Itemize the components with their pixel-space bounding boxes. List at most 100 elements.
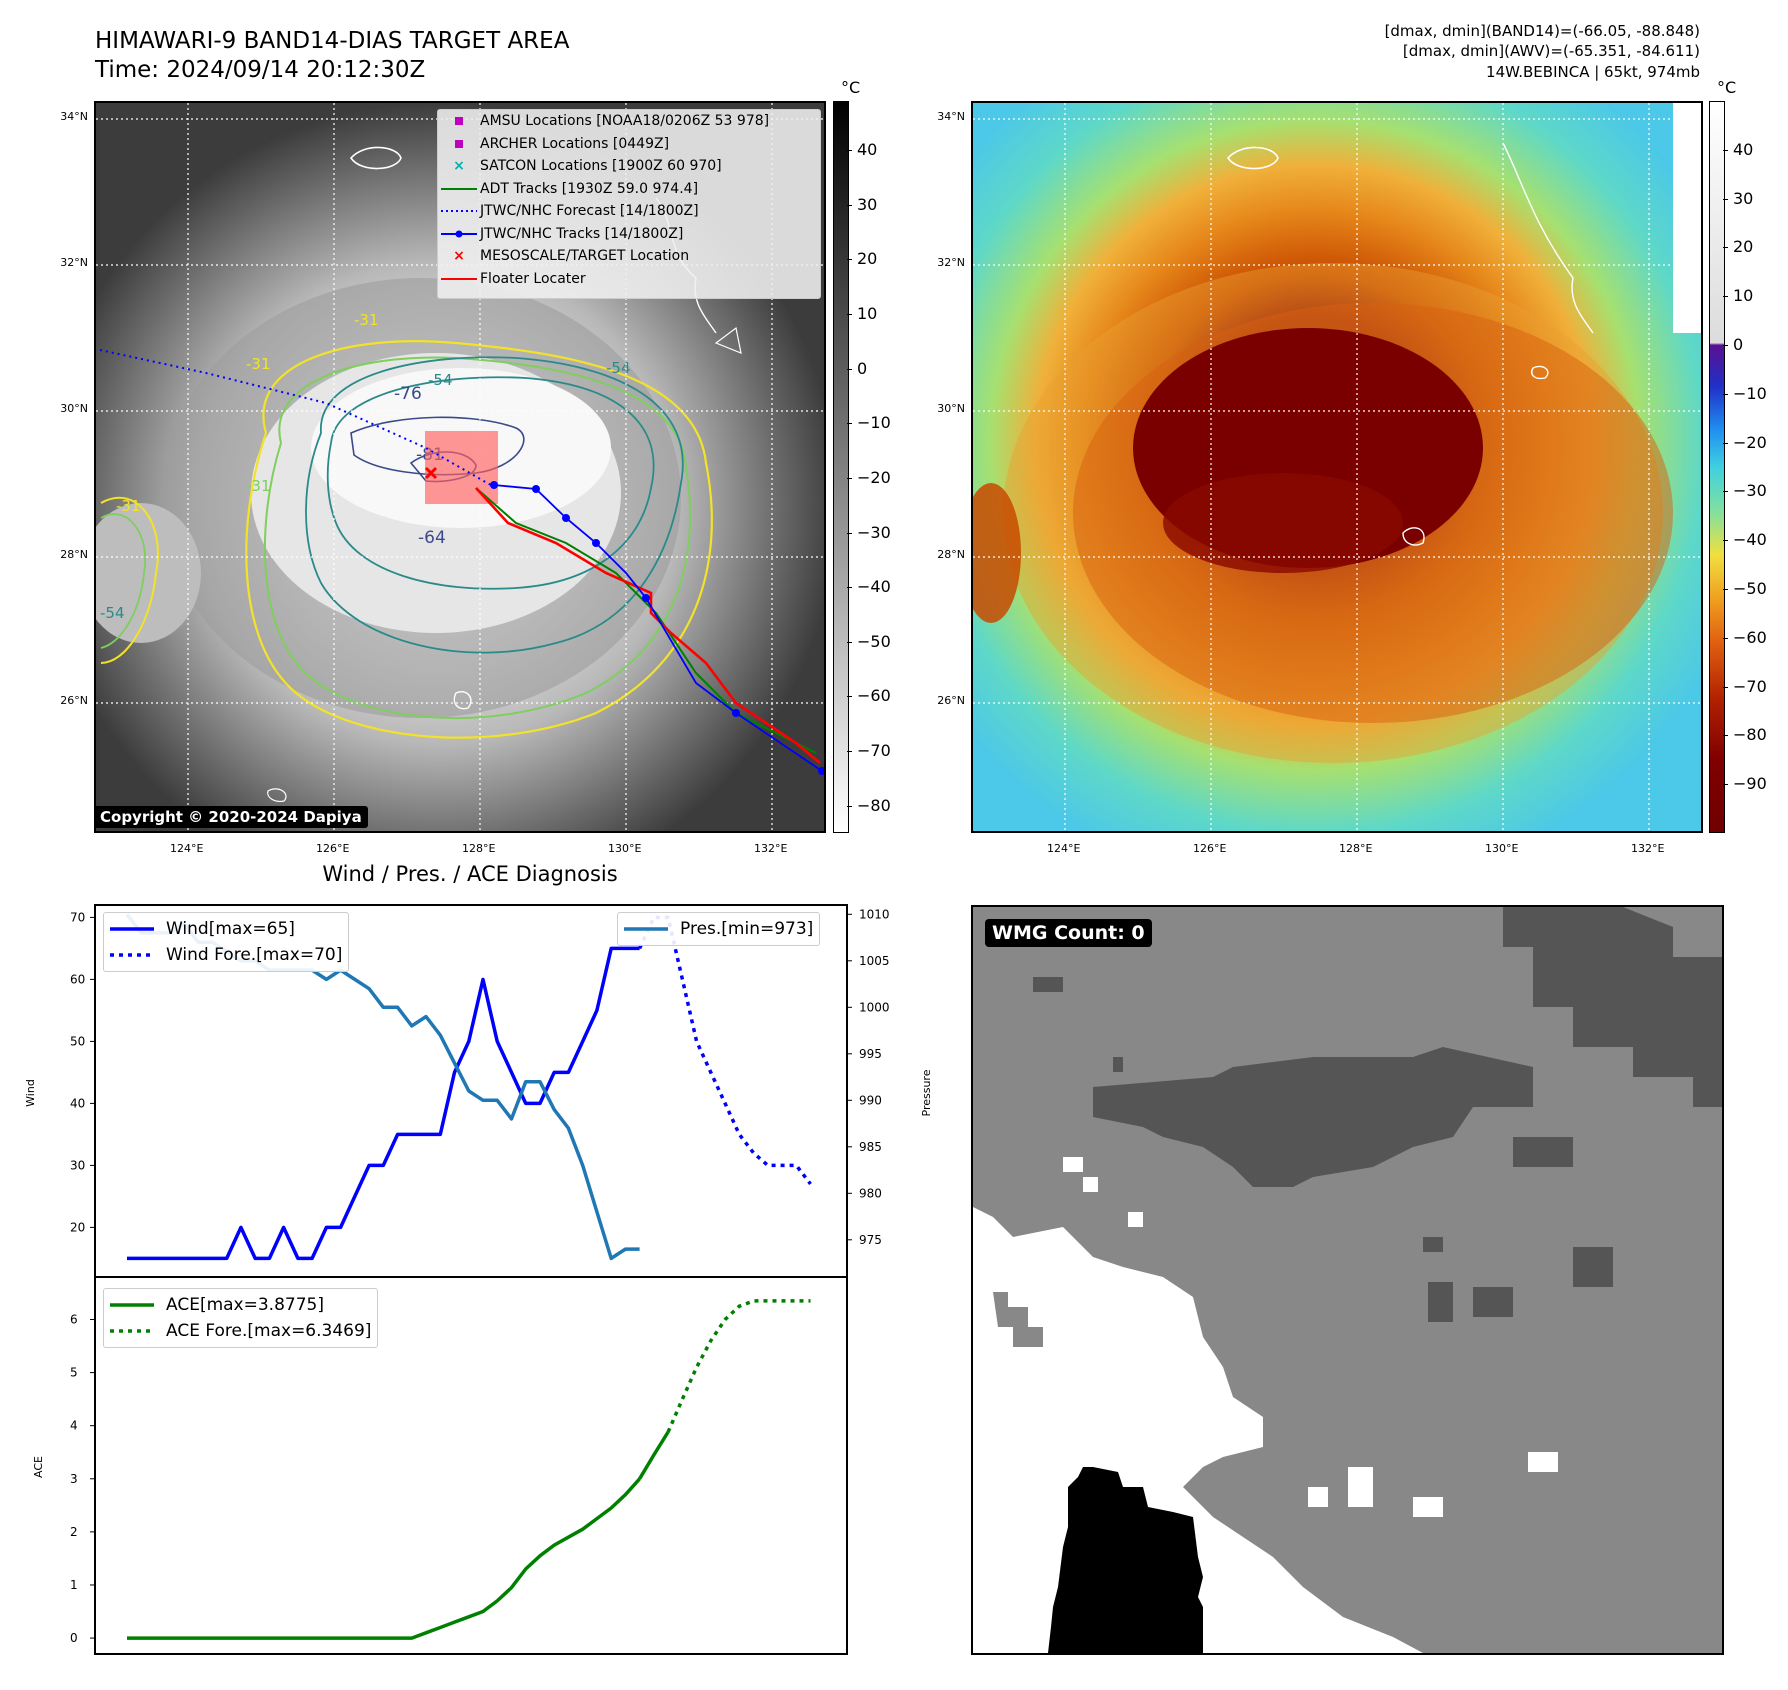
colorbar-tick-mark [847,314,852,316]
ace-tick-label: 0 [70,1631,78,1645]
diagnosis-title: Wind / Pres. / ACE Diagnosis [322,862,618,886]
axis-tick-label: −80 [857,795,891,815]
wind-axis-label: Wind [24,1079,37,1107]
pressure-tick-label: 985 [859,1140,882,1154]
legend-label: JTWC/NHC Tracks [14/1800Z] [480,225,684,242]
axis-tick-label: 124°E [1047,842,1081,855]
legend-item: Floater Locater [438,268,820,291]
contour-label: -64 [418,528,446,548]
legend-item: Pres.[min=973] [624,916,813,942]
legend-item: ACE[max=3.8775] [110,1292,371,1318]
legend-item: Wind[max=65] [110,916,342,942]
colorbar-tick-mark [847,696,852,698]
legend-x-icon: × [453,158,465,175]
ace-legend: ACE[max=3.8775] ACE Fore.[max=6.3469] [103,1288,379,1348]
axis-tick-label: 26°N [60,694,88,707]
wind-tick-label: 40 [70,1096,85,1110]
contour-label: -54 [100,604,125,622]
axis-tick-label: 126°E [1193,842,1227,855]
legend-label: ARCHER Locations [0449Z] [480,135,670,152]
storm-info: 14W.BEBINCA | 65kt, 974mb [1486,63,1700,81]
axis-tick-label: 30 [857,194,878,214]
axis-tick-label: 30°N [937,402,965,415]
diagnosis-chart: 20 30 40 50 60 70 975 980 985 990 995 1000 1005 1010 0… [24,904,933,1655]
colorbar-tick-mark [1723,540,1728,542]
pressure-legend: Pres.[min=973] [617,912,821,946]
legend-line-icon [110,927,154,931]
colorbar-tick-mark [1723,784,1728,786]
legend-item: ACE Fore.[max=6.3469] [110,1318,371,1344]
colorbar-tick-mark [847,641,852,643]
axis-tick-label: −40 [1733,530,1767,550]
axis-tick-label: −60 [1733,627,1767,647]
contour-green [263,356,692,720]
axis-tick-label: 128°E [462,842,496,855]
pressure-tick-label: 1005 [859,954,890,968]
contour-label: -54 [606,359,631,377]
ace-tick-label: 1 [70,1578,78,1592]
contour-label: -31 [354,311,379,329]
wind-tick-label: 20 [70,1220,85,1234]
contour-yellow [245,340,713,739]
ace-series-observed [127,1477,641,1640]
legend-label: AMSU Locations [NOAA18/0206Z 53 978] [480,113,770,130]
coastline-island [453,691,472,710]
axis-tick-label: 20 [1733,237,1754,257]
coastline-jeju [1226,146,1279,170]
coastline-jeju [349,146,402,170]
wmg-count-badge: WMG Count: 0 [985,919,1152,947]
dmax-awv: [dmax, dmin](AWV)=(-65.351, -84.611) [1402,42,1700,60]
axis-tick-label: 0 [1733,335,1744,354]
colorbar-tick-mark [847,259,852,261]
coastline-island [714,326,742,354]
legend-label: Pres.[min=973] [680,919,814,939]
colorbar-tick-mark [847,150,852,152]
pressure-tick-label: 1010 [859,907,890,921]
jtwc-track [493,484,823,772]
colorbar-tick-mark [847,532,852,534]
legend-line-icon [441,277,477,280]
coastline-island [267,788,287,802]
axis-tick-label: −20 [1733,432,1767,452]
legend-dot-line-icon [441,230,477,238]
pressure-tick-label: 1000 [859,1000,890,1014]
wind-tick-label: 60 [70,972,85,986]
colorbar-tick-mark [1723,735,1728,737]
ace-series-forecast [666,1299,811,1433]
legend-item: ADT Tracks [1930Z 59.0 974.4] [438,178,820,201]
legend-item: Wind Fore.[max=70] [110,942,342,968]
colorbar-tick-mark [1723,296,1728,298]
axis-tick-label: 10 [857,304,878,324]
colorbar-tick-mark [847,477,852,479]
axis-tick-label: 30°N [60,402,88,415]
contour-label: -31 [116,497,141,515]
axis-tick-label: 30 [1733,188,1754,208]
ace-frame [94,1276,848,1655]
wind-legend: Wind[max=65] Wind Fore.[max=70] [103,912,350,972]
mesoscale-target-marker [424,466,438,480]
legend-dotted-line-icon [441,210,477,213]
legend-label: MESOSCALE/TARGET Location [480,248,690,265]
axis-tick-label: 126°E [316,842,350,855]
contour-yellow-west [100,496,159,664]
axis-tick-label: 132°E [754,842,788,855]
colorbar-unit: °C [841,78,861,97]
axis-tick-label: 32°N [60,256,88,269]
axis-tick-label: −50 [1733,579,1767,598]
axis-tick-label: −60 [857,686,891,706]
map-legend: AMSU Locations [NOAA18/0206Z 53 978] ARC… [437,109,821,299]
wmg-map-svg [973,907,1722,1653]
axis-tick-label: 124°E [170,842,204,855]
colorbar-tick-mark [1723,686,1728,688]
wmg-dark-regions [1033,907,1722,1322]
axis-tick-label: −40 [857,577,891,597]
wind-series-observed [127,946,640,1261]
axis-tick-label: 40 [1733,139,1754,159]
legend-square-icon [455,139,463,148]
axis-tick-label: 130°E [608,842,642,855]
jtwc-forecast-track [99,349,497,489]
axis-tick-label: −70 [857,741,891,761]
legend-label: Floater Locater [480,270,586,287]
axis-tick-label: −50 [857,631,891,651]
legend-line-icon [624,927,668,931]
